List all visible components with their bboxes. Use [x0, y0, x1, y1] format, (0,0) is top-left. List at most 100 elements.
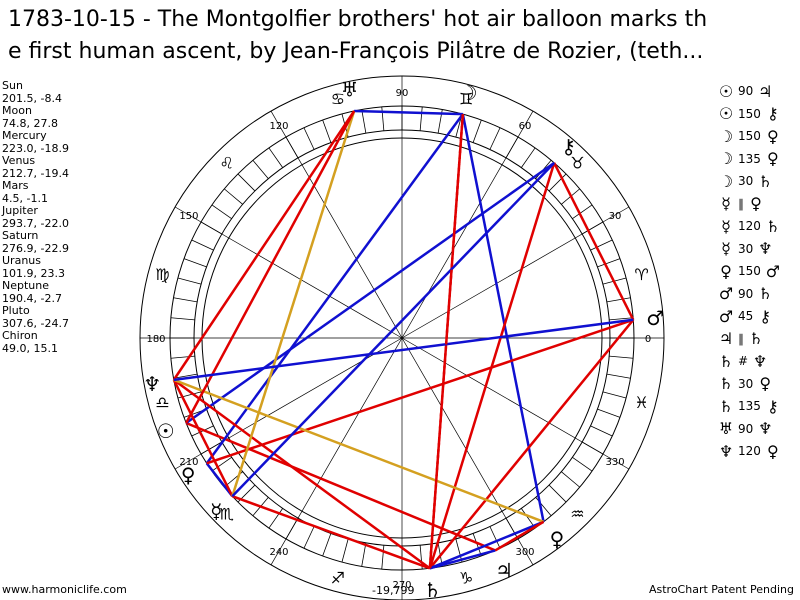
- degree-tick: [252, 160, 269, 179]
- planet-glyph-icon: ☉: [718, 104, 734, 124]
- planet-glyph-icon: ♄: [758, 284, 773, 304]
- planet-coords: 212.7, -19.4: [2, 166, 69, 180]
- degree-tick: [548, 173, 567, 192]
- planet-neptune-icon: ♆: [143, 372, 161, 396]
- degree-tick: [361, 542, 367, 567]
- planet-glyph-icon: ♅: [718, 419, 734, 439]
- aspect-line: [231, 495, 431, 570]
- degree-tick: [170, 355, 195, 359]
- degree-tick: [520, 147, 536, 168]
- aspect-row: ♄ 135 ⚷: [717, 395, 797, 418]
- zodiac-sign-icon: ♉: [570, 154, 584, 173]
- degree-tick: [224, 188, 243, 205]
- page-title: 1783-10-15 - The Montgolfier brothers' h…: [8, 7, 708, 64]
- planet-glyph-icon: ☿: [721, 194, 731, 214]
- aspect-line: [461, 113, 545, 523]
- aspect-row: ☽ 30 ♄: [717, 170, 797, 193]
- planet-glyph-icon: ♀: [767, 149, 779, 169]
- aspect-row: ♄ # ♆: [717, 350, 797, 373]
- planet-glyph-icon: ♆: [758, 419, 773, 439]
- aspect-row: ☿ 30 ♆: [717, 238, 797, 261]
- planet-positions-list: Sun 201.5, -8.4 Moon 74.8, 27.8 Mercury 223.0…: [2, 79, 69, 355]
- planet-glyph-icon: ⚷: [767, 396, 779, 416]
- planet-chiron-icon: ⚷: [561, 134, 576, 158]
- degree-label: 330: [605, 457, 624, 468]
- degree-label: 240: [269, 547, 288, 558]
- website-link[interactable]: www.harmoniclife.com: [2, 583, 127, 596]
- planet-name: Pluto: [2, 304, 30, 317]
- aspect-line: [173, 318, 634, 382]
- degree-tick: [489, 526, 501, 549]
- planet-glyph-icon: ♀: [767, 441, 779, 461]
- aspect-line: [172, 110, 356, 381]
- patent-note: AstroChart Patent Pending: [648, 583, 794, 596]
- aspect-line: [205, 462, 234, 497]
- planet-glyph-icon: ♆: [758, 239, 773, 259]
- planet-glyph-icon: ♂: [718, 284, 734, 304]
- aspect-row: ☉ 90 ♃: [717, 80, 797, 103]
- degree-tick: [472, 533, 482, 557]
- degree-tick: [177, 277, 202, 285]
- planet-name: Saturn: [2, 229, 39, 242]
- degree-label: 30: [609, 211, 622, 222]
- aspect-angle: ∥: [738, 196, 744, 211]
- house-spoke: [401, 337, 630, 470]
- zodiac-sign-icon: ♌: [219, 154, 233, 173]
- planet-name: Mercury: [2, 129, 47, 142]
- planet-glyph-icon: ♄: [718, 374, 734, 394]
- aspect-angle: 30: [738, 376, 754, 391]
- aspect-row: ☿ ∥ ♀: [717, 193, 797, 216]
- house-spoke: [174, 206, 403, 339]
- aspect-line: [494, 520, 545, 552]
- zodiac-sign-icon: ♊: [459, 89, 473, 108]
- aspect-angle: 45: [738, 309, 754, 324]
- degree-tick: [341, 538, 349, 563]
- degree-tick: [211, 204, 232, 220]
- degree-tick: [173, 373, 198, 379]
- degree-tick: [361, 109, 367, 134]
- aspect-angle: 30: [738, 174, 754, 189]
- planet-venus-icon: ♀: [181, 463, 196, 487]
- degree-tick: [211, 456, 232, 472]
- degree-tick: [268, 147, 284, 168]
- aspect-angle: 120: [738, 444, 761, 459]
- planet-glyph-icon: ♀: [720, 261, 732, 281]
- aspect-angle: 135: [738, 151, 761, 166]
- aspect-line: [185, 421, 496, 552]
- degree-tick: [572, 456, 593, 472]
- planet-coords: 307.6, -24.7: [2, 316, 69, 330]
- aspect-line: [428, 319, 635, 570]
- degree-tick: [590, 239, 613, 251]
- planet-name: Chiron: [2, 329, 38, 342]
- degree-tick: [237, 173, 256, 192]
- aspect-angle: 150: [738, 106, 761, 121]
- planet-glyph-icon: ♄: [758, 171, 773, 191]
- planet-glyph-icon: ♂: [765, 261, 781, 281]
- degree-tick: [322, 533, 332, 557]
- aspect-angle: 150: [738, 129, 761, 144]
- aspect-line: [185, 110, 356, 424]
- planet-glyph-icon: ♆: [718, 441, 734, 461]
- degree-label: 60: [519, 121, 532, 132]
- planet-glyph-icon: ☉: [718, 81, 734, 101]
- degree-label: 300: [515, 547, 534, 558]
- degree-tick: [606, 373, 631, 379]
- planet-name: Venus: [2, 154, 36, 167]
- planet-sun-icon: ☉: [157, 419, 175, 443]
- degree-tick: [173, 297, 198, 303]
- house-spoke: [401, 206, 630, 339]
- degree-tick: [609, 355, 634, 359]
- bottom-value: -19,799: [372, 584, 415, 597]
- aspect-row: ☽ 150 ♀: [717, 125, 797, 148]
- planet-glyph-icon: ♃: [758, 81, 773, 101]
- degree-label: 210: [179, 457, 198, 468]
- degree-tick: [489, 127, 501, 150]
- planet-coords: 201.5, -8.4: [2, 91, 62, 105]
- zodiac-sign-icon: ♏: [219, 504, 233, 523]
- planet-glyph-icon: ☽: [718, 149, 734, 169]
- planet-coords: 74.8, 27.8: [2, 116, 58, 130]
- planet-mercury-icon: ☿: [210, 499, 222, 523]
- zodiac-sign-icon: ♋: [331, 89, 345, 108]
- planet-coords: 223.0, -18.9: [2, 141, 69, 155]
